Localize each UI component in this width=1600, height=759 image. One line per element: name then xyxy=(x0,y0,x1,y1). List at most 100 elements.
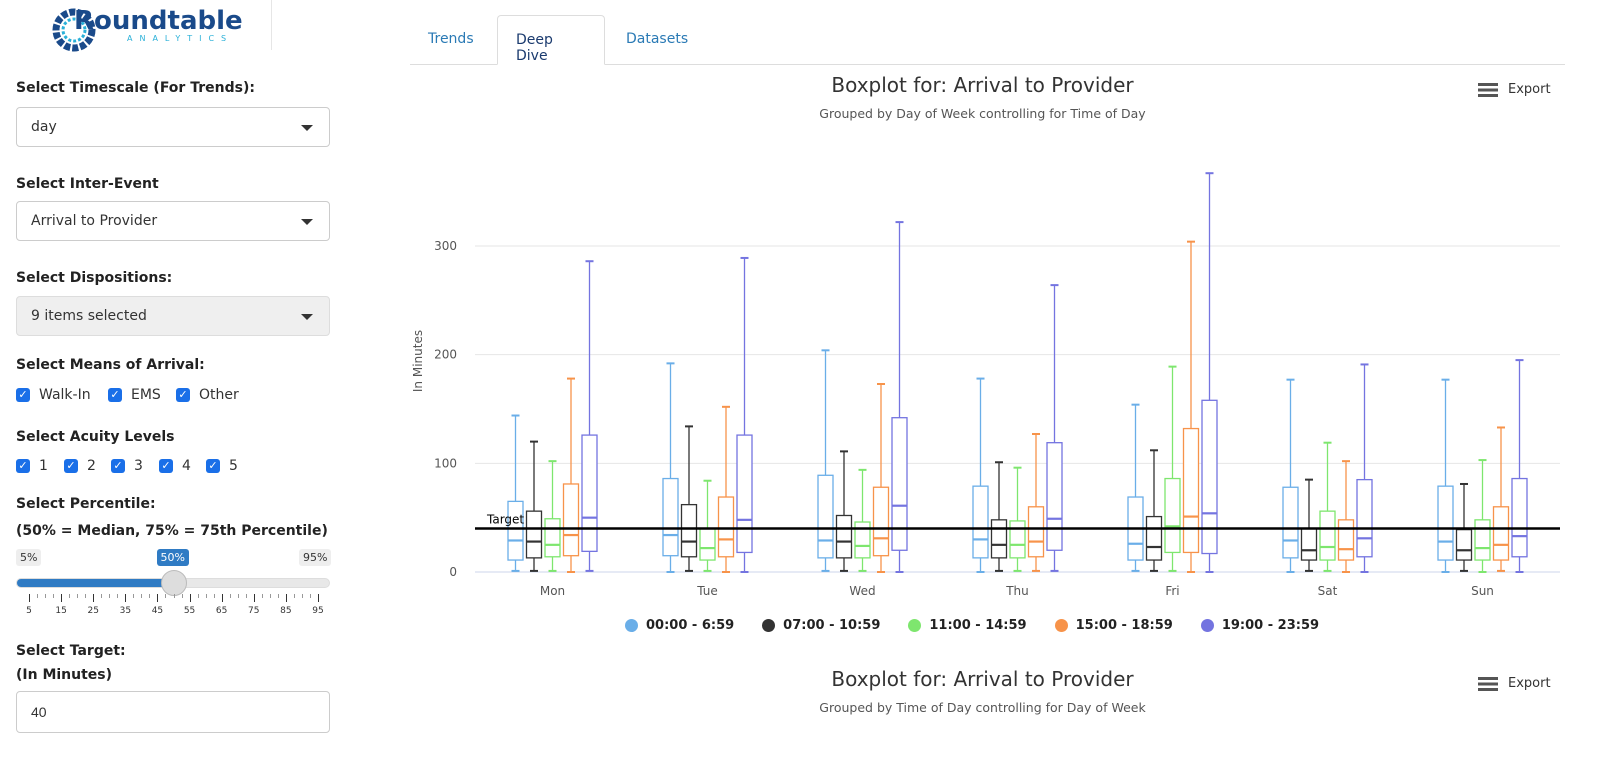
x-tick-label: Thu xyxy=(1005,584,1029,598)
slider-tick xyxy=(245,594,247,598)
checkbox-label: 2 xyxy=(87,458,96,474)
slider-max-label: 95% xyxy=(299,549,332,566)
check-icon: ✓ xyxy=(159,459,173,473)
checkbox-other[interactable]: ✓ Other xyxy=(176,387,239,403)
legend-dot-icon xyxy=(762,619,776,632)
hamburger-icon xyxy=(1478,82,1498,97)
check-icon: ✓ xyxy=(176,388,190,402)
legend-dot-icon xyxy=(1054,619,1068,632)
logo-mark-icon xyxy=(52,8,96,52)
slider-tick xyxy=(125,594,127,602)
tab-trends[interactable]: Trends xyxy=(428,31,474,47)
slider-tick xyxy=(53,594,55,598)
slider-tick xyxy=(29,594,30,602)
legend-label: 07:00 - 10:59 xyxy=(783,618,881,633)
chart-title: Boxplot for: Arrival to Provider xyxy=(831,73,1134,97)
slider-min-label: 5% xyxy=(16,549,42,566)
x-tick-label: Mon xyxy=(540,584,565,598)
slider-tick xyxy=(205,594,207,598)
legend-item[interactable]: 15:00 - 18:59 xyxy=(1054,618,1173,633)
check-icon: ✓ xyxy=(16,388,30,402)
box xyxy=(872,486,890,557)
slider-tick xyxy=(285,594,287,602)
box xyxy=(544,518,561,558)
checkbox-label: 3 xyxy=(134,458,143,474)
box xyxy=(1046,442,1063,551)
checkbox-label: 4 xyxy=(182,458,191,474)
box xyxy=(562,483,580,557)
checkbox-label: EMS xyxy=(131,387,161,403)
legend-label: 15:00 - 18:59 xyxy=(1075,618,1173,633)
legend-item[interactable]: 19:00 - 23:59 xyxy=(1200,618,1320,633)
legend-item[interactable]: 11:00 - 14:59 xyxy=(908,618,1027,633)
timescale-select[interactable]: day xyxy=(16,107,330,147)
legend-label: 19:00 - 23:59 xyxy=(1221,618,1320,633)
chart-subtitle: Grouped by Day of Week controlling for T… xyxy=(819,106,1146,121)
checkbox-walk-in[interactable]: ✓ Walk-In xyxy=(16,387,91,403)
checkbox-label: Walk-In xyxy=(39,387,91,403)
slider-tick xyxy=(261,594,263,598)
checkbox-ems[interactable]: ✓ EMS xyxy=(108,387,161,403)
slider-value-label: 50% xyxy=(156,549,189,566)
slider-tick xyxy=(85,594,87,598)
slider-tick xyxy=(149,594,151,598)
slider-tick-label: 25 xyxy=(87,606,99,616)
export-button-2[interactable]: Export xyxy=(1478,676,1551,691)
means-checkbox-group: ✓ Walk-In ✓ EMS ✓ Other xyxy=(16,387,336,405)
dispositions-select[interactable]: 9 items selected xyxy=(16,296,330,336)
target-input[interactable] xyxy=(16,691,330,733)
slider-tick xyxy=(293,594,295,598)
chart-legend: 00:00 - 6:59 07:00 - 10:59 11:00 - 14:59 15… xyxy=(625,618,1319,633)
slider-tick xyxy=(101,594,103,598)
slider-tick xyxy=(269,594,271,598)
legend-item[interactable]: 00:00 - 6:59 xyxy=(625,618,734,633)
logo: Roundtable ANALYTICS xyxy=(52,6,243,54)
checkbox-acuity-4[interactable]: ✓ 4 xyxy=(159,458,191,474)
target-label: Select Target: xyxy=(16,643,126,659)
slider-tick xyxy=(229,594,231,598)
x-tick-label: Wed xyxy=(849,584,875,598)
y-tick-label: 100 xyxy=(434,456,457,470)
tab-datasets[interactable]: Datasets xyxy=(626,31,689,47)
slider-tick xyxy=(173,594,175,598)
box xyxy=(1027,506,1045,558)
slider-tick xyxy=(221,594,223,602)
export-button[interactable]: Export xyxy=(1478,82,1551,97)
inter-event-select[interactable]: Arrival to Provider xyxy=(16,201,330,241)
slider-tick-label: 55 xyxy=(183,606,196,616)
logo-name: Roundtable xyxy=(74,6,243,36)
tab-deep-dive[interactable]: Deep Dive xyxy=(497,15,605,65)
slider-tick xyxy=(37,594,39,598)
box xyxy=(581,434,598,553)
chevron-down-icon xyxy=(301,125,313,131)
slider-tick xyxy=(117,594,119,598)
export-label: Export xyxy=(1508,676,1551,691)
target-sublabel: (In Minutes) xyxy=(16,667,113,683)
inter-event-label: Select Inter-Event xyxy=(16,176,159,192)
slider-tick xyxy=(69,594,71,598)
slider-tick xyxy=(77,594,79,598)
checkbox-acuity-5[interactable]: ✓ 5 xyxy=(206,458,238,474)
checkbox-acuity-3[interactable]: ✓ 3 xyxy=(111,458,143,474)
slider-tick-label: 5 xyxy=(26,606,32,616)
slider-tick xyxy=(93,594,95,602)
box xyxy=(1182,427,1200,554)
box xyxy=(990,519,1008,559)
slider-tick xyxy=(157,594,159,602)
percentile-sublabel: (50% = Median, 75% = 75th Percentile) xyxy=(16,523,328,539)
dispositions-value: 9 items selected xyxy=(31,308,147,324)
checkbox-acuity-2[interactable]: ✓ 2 xyxy=(64,458,96,474)
box xyxy=(717,496,735,558)
legend-item[interactable]: 07:00 - 10:59 xyxy=(762,618,880,633)
check-icon: ✓ xyxy=(16,459,30,473)
legend-dot-icon xyxy=(1200,619,1214,632)
slider-handle[interactable] xyxy=(160,570,187,596)
acuity-checkbox-group: ✓ 1 ✓ 2 ✓ 3 ✓ 4 ✓ 5 xyxy=(16,458,336,476)
checkbox-acuity-1[interactable]: ✓ 1 xyxy=(16,458,48,474)
tab-bar-line xyxy=(410,64,1565,65)
box xyxy=(1455,528,1473,561)
slider-tick xyxy=(181,594,183,598)
logo-sub: ANALYTICS xyxy=(127,34,234,43)
box xyxy=(699,527,716,561)
